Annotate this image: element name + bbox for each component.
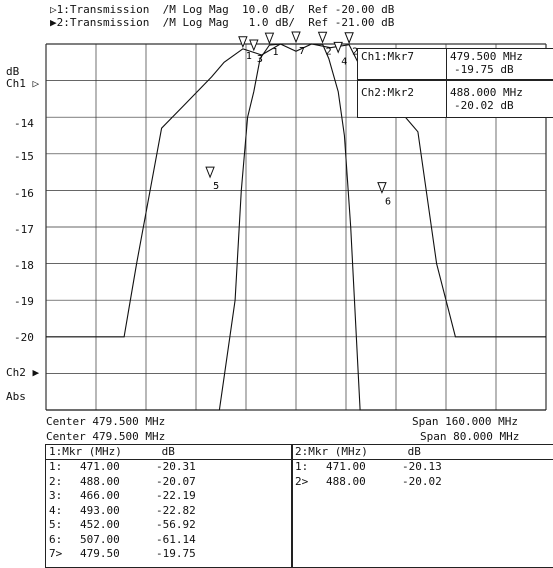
marker-triangle-icon xyxy=(264,32,275,45)
ch1-ref-arrow-icon: ▷ xyxy=(25,77,40,90)
table-cell-db: -56.92 xyxy=(156,518,196,531)
table-cell-id: 5: xyxy=(49,518,63,531)
table-cell-freq: 507.00 xyxy=(80,532,120,546)
marker-readout-ch1-freq: 479.500 MHz xyxy=(450,50,523,63)
span-2: Span 80.000 MHz xyxy=(420,430,520,443)
marker-triangle-icon xyxy=(377,182,387,194)
marker-readout-ch1: Ch1:Mkr7 479.500 MHz -19.75 dB xyxy=(357,48,553,80)
table-cell-freq: 488.00 xyxy=(80,474,120,488)
table-cell-freq: 479.50 xyxy=(80,547,120,560)
table-cell-db: -20.07 xyxy=(156,474,196,488)
markers: 1 2 3 4 5 6 7 1 2 xyxy=(205,31,391,208)
table-cell-id: 1: xyxy=(295,460,309,473)
ch1-marker-5: 5 xyxy=(205,166,219,192)
marker-triangle-icon xyxy=(344,32,354,45)
table-cell-freq: 471.00 xyxy=(326,460,366,473)
marker-label: 2 xyxy=(352,47,358,58)
marker-readout-ch1-value: -19.75 dB xyxy=(454,63,514,76)
ch1-marker-3: 3 xyxy=(249,39,263,65)
table-cell-db: -20.13 xyxy=(402,460,442,473)
center-freq-2: Center 479.500 MHz xyxy=(46,430,166,443)
marker-label: 5 xyxy=(213,181,219,192)
marker-label: 6 xyxy=(385,197,391,208)
marker-triangle-icon xyxy=(317,31,328,44)
ch2-ref-label: Ch2 ▶ xyxy=(6,367,39,379)
center-freq-1: Center 479.500 MHz xyxy=(46,415,166,428)
ch1-label-text: Ch1 xyxy=(6,77,26,90)
table-cell-id: 7> xyxy=(49,547,63,560)
ch1-marker-1: 1 xyxy=(264,32,278,58)
table-cell-freq: 471.00 xyxy=(80,460,120,473)
marker-label: 3 xyxy=(257,54,263,65)
tick-label: -15 xyxy=(14,150,34,163)
table-cell-id: 1: xyxy=(49,460,63,473)
marker-readout-ch2-name: Ch2:Mkr2 xyxy=(361,86,414,99)
marker-readout-ch1-name: Ch1:Mkr7 xyxy=(361,50,414,63)
tick-label: -17 xyxy=(14,223,34,236)
marker-readout-ch2: Ch2:Mkr2 488.000 MHz -20.02 dB xyxy=(357,80,553,118)
table-cell-db: -20.02 xyxy=(402,474,442,488)
marker-triangle-icon xyxy=(238,36,248,49)
table-cell-db: -20.31 xyxy=(156,460,196,473)
table-cell-freq: 452.00 xyxy=(80,518,120,531)
table-cell-freq: 493.00 xyxy=(80,503,120,517)
unit-label: dB xyxy=(6,65,20,78)
table-cell-id: 3: xyxy=(49,489,63,502)
tick-label: -16 xyxy=(14,187,34,200)
marker-label: 1 xyxy=(246,51,252,62)
trace1-line xyxy=(46,43,546,411)
marker-label: 4 xyxy=(341,56,347,67)
tick-label: -14 xyxy=(14,117,34,130)
abs-label: Abs xyxy=(6,390,26,403)
ch1-ref-label: Ch1 ▷ xyxy=(6,78,39,90)
table-cell-db: -22.82 xyxy=(156,503,196,517)
marker-label: 7 xyxy=(299,46,305,57)
marker-triangle-icon xyxy=(249,39,259,52)
marker-triangle-icon xyxy=(205,166,215,179)
table-cell-id: 4: xyxy=(49,503,63,517)
table-cell-db: -61.14 xyxy=(156,532,196,546)
marker-triangle-icon xyxy=(291,31,301,44)
table-cell-id: 6: xyxy=(49,532,63,546)
ch1-marker-2: 2 xyxy=(317,31,332,57)
marker-table-ch2-header: 2:Mkr (MHz) dB xyxy=(295,445,421,458)
table-cell-id: 2> xyxy=(295,474,309,488)
marker-table-ch1-header: 1:Mkr (MHz) dB xyxy=(49,445,175,458)
marker-readout-ch2-value: -20.02 dB xyxy=(454,99,514,112)
marker-triangle-icon xyxy=(333,41,343,54)
marker-readout-ch2-freq: 488.000 MHz xyxy=(450,86,523,99)
ch1-marker-7: 7 xyxy=(291,31,305,57)
tick-label: -20 xyxy=(14,331,34,344)
table-cell-freq: 466.00 xyxy=(80,489,120,502)
trace2-header: ▶2:Transmission /M Log Mag 1.0 dB/ Ref -… xyxy=(50,16,395,29)
marker-label: 2 xyxy=(326,46,332,57)
marker-table-ch2: 2:Mkr (MHz) dB 1: 471.00 -20.13 2> 488.00 -20… xyxy=(291,444,553,568)
tick-label: -19 xyxy=(14,295,34,308)
trace2-line xyxy=(46,43,546,338)
marker-label: 1 xyxy=(272,47,278,58)
span-1: Span 160.000 MHz xyxy=(412,415,518,428)
trace1-header: ▷1:Transmission /M Log Mag 10.0 dB/ Ref … xyxy=(50,3,395,16)
ch1-marker-4: 4 xyxy=(333,41,347,67)
ch2-marker-1: 1 xyxy=(238,36,252,62)
ch2-marker-2: 2 xyxy=(344,32,358,58)
table-cell-db: -22.19 xyxy=(156,489,196,502)
ch2-label-text: Ch2 xyxy=(6,366,26,379)
table-cell-id: 2: xyxy=(49,474,63,488)
table-cell-freq: 488.00 xyxy=(326,474,366,488)
marker-table-ch1: 1:Mkr (MHz) dB 1: 471.00 -20.31 2: 488.00 -20… xyxy=(45,444,293,568)
table-cell-db: -19.75 xyxy=(156,547,196,560)
ch2-ref-arrow-icon: ▶ xyxy=(25,366,40,379)
tick-label: -18 xyxy=(14,259,34,272)
ch1-marker-6: 6 xyxy=(377,182,391,208)
